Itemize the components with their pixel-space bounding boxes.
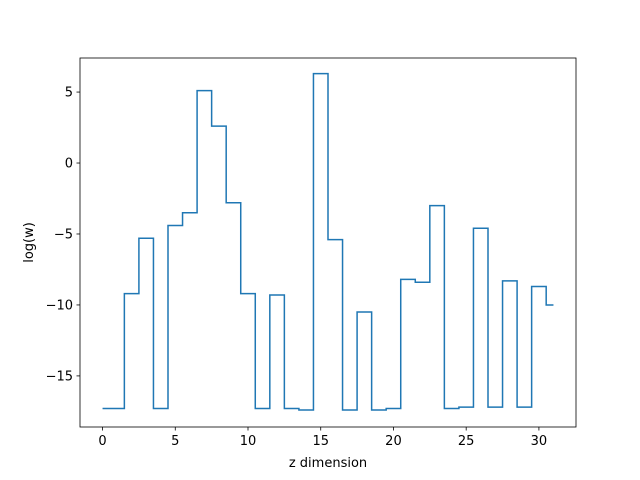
y-tick-label: 5	[65, 86, 73, 101]
x-tick-label: 15	[312, 434, 329, 449]
plot-area	[102, 72, 554, 411]
x-tick-label: 20	[385, 434, 402, 449]
y-tick-label: −5	[54, 227, 73, 242]
series-line-0	[102, 72, 554, 411]
x-tick-label: 10	[240, 434, 257, 449]
y-axis-label: log(w)	[22, 222, 37, 263]
x-tick-label: 5	[171, 434, 179, 449]
y-tick-label: 0	[65, 157, 73, 172]
x-axis-ticks: 0 5 10 15 20 25 30	[98, 427, 547, 449]
y-tick-label: −10	[46, 298, 73, 313]
x-tick-label: 30	[531, 434, 548, 449]
axes-frame	[79, 57, 577, 428]
x-axis-label: z dimension	[289, 456, 367, 471]
y-tick-label: −15	[46, 369, 73, 384]
x-tick-label: 25	[458, 434, 475, 449]
x-tick-label: 0	[98, 434, 106, 449]
y-axis-ticks: 5 0 −5 −10 −15	[46, 86, 80, 384]
